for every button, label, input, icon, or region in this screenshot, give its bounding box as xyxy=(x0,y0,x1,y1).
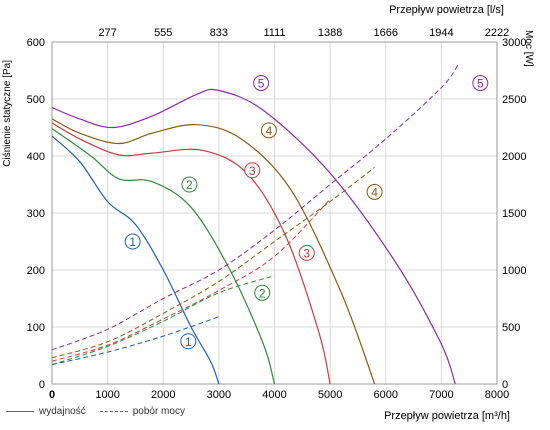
y-tick-label: 600 xyxy=(27,37,45,49)
power-label-circle-2 xyxy=(254,284,271,301)
pressure-label-circle-2 xyxy=(181,176,198,193)
x2-tick-label: 833 xyxy=(210,27,228,39)
pressure-label-1: 1 xyxy=(129,235,136,249)
power-label-circle-5 xyxy=(472,75,489,92)
pressure-curve-3 xyxy=(51,122,331,385)
y-tick-label: 300 xyxy=(27,208,45,220)
y2-tick-label: 3000 xyxy=(502,37,526,49)
power-label-5: 5 xyxy=(477,77,484,91)
x-tick-label: 2000 xyxy=(151,389,175,401)
pressure-label-5: 5 xyxy=(258,77,265,91)
x-tick-label: 1000 xyxy=(95,389,119,401)
power-curve-5 xyxy=(51,64,459,351)
power-label-circle-3 xyxy=(298,244,315,261)
y-tick-label: 400 xyxy=(27,151,45,163)
pressure-curve-5 xyxy=(51,88,456,385)
x2-tick-label: 1944 xyxy=(429,27,453,39)
y-axis-title: Ciśnienie statyczne [Pa] xyxy=(2,60,13,167)
x-tick-label: 5000 xyxy=(318,389,342,401)
y2-tick-label: 1000 xyxy=(502,265,526,277)
pressure-label-circle-3 xyxy=(244,162,261,179)
y2-axis-title: Moc [W] xyxy=(523,30,534,67)
y-tick-label: 500 xyxy=(27,94,45,106)
y-tick-label: 100 xyxy=(27,322,45,334)
y2-tick-label: 2000 xyxy=(502,151,526,163)
power-curve-4 xyxy=(51,167,375,359)
pressure-curve-2 xyxy=(51,128,276,385)
pressure-label-circle-5 xyxy=(253,75,270,92)
x-tick-label: 6000 xyxy=(374,389,398,401)
x-axis-title: Przepływ powietrza [m³/h] xyxy=(384,410,510,422)
power-curve-3 xyxy=(51,198,331,362)
pressure-label-2: 2 xyxy=(186,178,193,192)
x2-tick-label: 1666 xyxy=(374,27,398,39)
x-tick-label: 4000 xyxy=(262,389,286,401)
power-label-circle-1 xyxy=(180,333,197,350)
pressure-curve-1 xyxy=(51,135,220,385)
power-curve-1 xyxy=(51,316,220,366)
y2-tick-label: 2500 xyxy=(502,94,526,106)
pressure-label-circle-1 xyxy=(124,233,141,250)
y-tick-label: 200 xyxy=(27,265,45,277)
x2-tick-label: 555 xyxy=(154,27,172,39)
y2-tick-label: 0 xyxy=(502,379,508,391)
power-label-circle-4 xyxy=(366,183,383,200)
power-label-4: 4 xyxy=(371,185,378,199)
legend-dashed-label: pobór mocy xyxy=(132,406,185,417)
legend-solid-swatch xyxy=(6,411,34,412)
x2-tick-label: 277 xyxy=(98,27,116,39)
x2-axis-title: Przepływ powietrza [l/s] xyxy=(389,4,504,16)
legend-solid-label: wydajność xyxy=(39,406,86,417)
y2-tick-label: 500 xyxy=(502,322,520,334)
pressure-curve-4 xyxy=(51,118,376,385)
x-tick-label: 0 xyxy=(49,389,55,401)
x2-tick-label: 2222 xyxy=(485,27,509,39)
power-label-2: 2 xyxy=(259,286,266,300)
y-tick-label: 0 xyxy=(39,379,45,391)
power-label-3: 3 xyxy=(303,246,310,260)
power-label-1: 1 xyxy=(185,335,192,349)
chart-legend: wydajność pobór mocy xyxy=(6,406,185,417)
power-curve-2 xyxy=(51,275,275,366)
legend-dashed-swatch xyxy=(99,411,128,412)
pressure-label-4: 4 xyxy=(266,124,273,138)
x-tick-label: 8000 xyxy=(485,389,509,401)
pressure-label-circle-4 xyxy=(260,122,277,139)
x-tick-label: 7000 xyxy=(429,389,453,401)
y2-tick-label: 1500 xyxy=(502,208,526,220)
x-tick-label: 3000 xyxy=(207,389,231,401)
pressure-label-3: 3 xyxy=(249,164,256,178)
x2-tick-label: 1111 xyxy=(263,27,285,39)
x2-tick-label: 1388 xyxy=(318,27,342,39)
